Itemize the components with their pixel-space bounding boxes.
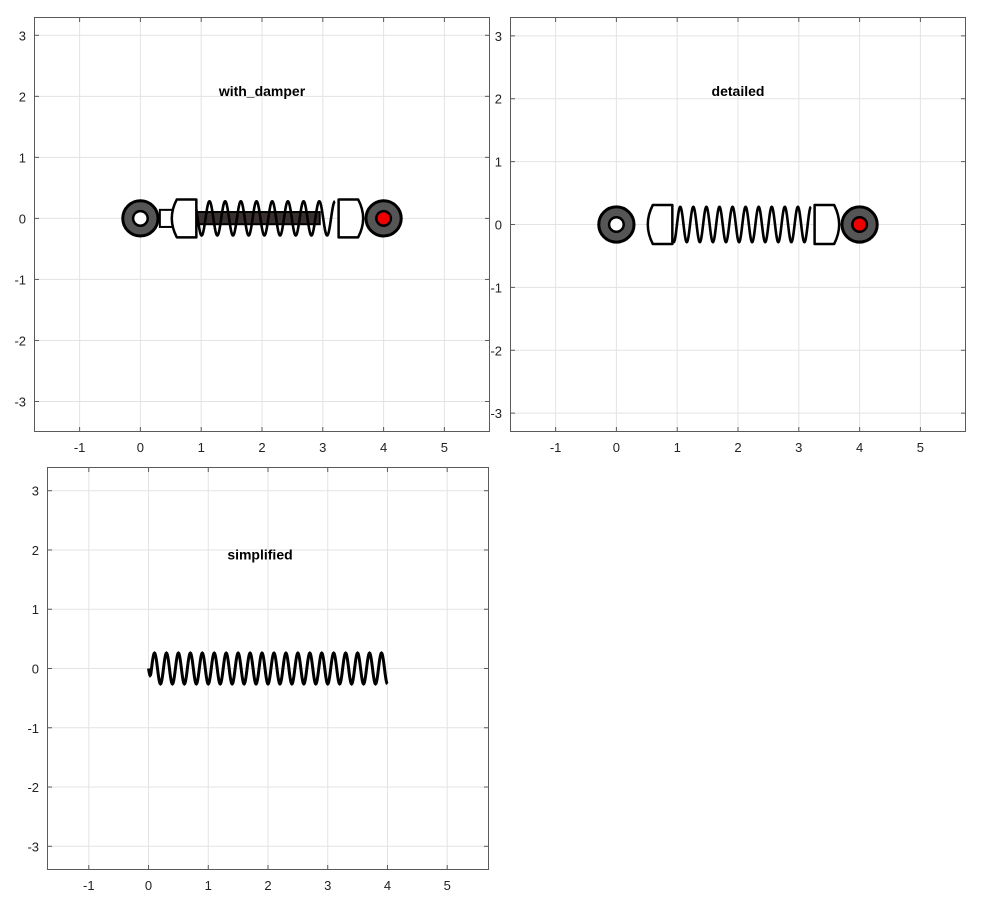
y-tick-label: 3: [32, 484, 39, 499]
x-tick-label: 4: [384, 878, 391, 893]
y-tick-label: 1: [19, 150, 26, 165]
x-tick-label: 1: [674, 440, 681, 455]
x-tick-label: -1: [550, 440, 562, 455]
y-tick-label: -2: [14, 333, 26, 348]
x-tick-label: 3: [324, 878, 331, 893]
panel-title: detailed: [712, 83, 765, 99]
x-tick-label: 0: [145, 878, 152, 893]
y-tick-label: 2: [32, 543, 39, 558]
y-tick-label: -3: [27, 839, 39, 854]
x-tick-label: -1: [74, 440, 86, 455]
start-anchor-dot: [131, 209, 149, 227]
x-tick-label: 5: [441, 440, 448, 455]
y-tick-label: 3: [19, 28, 26, 43]
y-tick-label: -1: [27, 721, 39, 736]
end-end-cap: [337, 198, 365, 239]
end-anchor-dot: [851, 215, 869, 234]
x-tick-label: 2: [264, 878, 271, 893]
y-tick-label: -2: [27, 780, 39, 795]
x-tick-label: 1: [198, 440, 205, 455]
spring-coil: [147, 651, 389, 686]
x-tick-label: 0: [613, 440, 620, 455]
y-tick-label: 1: [32, 602, 39, 617]
panel-with-damper: -1 0 1 2 3 4 5 -3 -2 -1 0 1 2 3 with_damper: [14, 17, 490, 455]
y-tick-label: 1: [495, 155, 502, 170]
x-tick-label: 4: [856, 440, 863, 455]
spring-coil: [653, 205, 812, 244]
y-tick-label: 2: [495, 92, 502, 107]
y-tick-label: 0: [32, 662, 39, 677]
x-tick-label: 0: [137, 440, 144, 455]
y-tick-label: -3: [14, 394, 26, 409]
y-tick-label: 0: [495, 218, 502, 233]
x-tick-label: 1: [205, 878, 212, 893]
x-tick-label: -1: [83, 878, 95, 893]
x-tick-label: 3: [795, 440, 802, 455]
x-tick-label: 5: [444, 878, 451, 893]
panel-title: simplified: [227, 547, 292, 563]
y-tick-label: -2: [490, 343, 502, 358]
x-tick-label: 3: [319, 440, 326, 455]
panel-simplified: -1 0 1 2 3 4 5 -3 -2 -1 0 1 2 3 simplified: [27, 467, 489, 893]
panel-title: with_damper: [218, 83, 306, 99]
y-tick-label: 3: [495, 29, 502, 44]
end-end-cap: [813, 203, 841, 246]
start-end-cap: [646, 203, 674, 246]
y-tick-label: 0: [19, 211, 26, 226]
end-anchor-dot: [375, 209, 393, 227]
panel-detailed: -1 0 1 2 3 4 5 -3 -2 -1 0 1 2 3 detailed: [490, 17, 966, 455]
start-end-cap: [170, 198, 198, 239]
y-tick-label: 2: [19, 89, 26, 104]
start-anchor-dot: [607, 215, 625, 234]
x-tick-label: 2: [258, 440, 265, 455]
x-tick-label: 4: [380, 440, 387, 455]
y-tick-label: -3: [490, 406, 502, 421]
x-tick-label: 2: [734, 440, 741, 455]
spring-coil: [177, 199, 336, 237]
x-tick-label: 5: [917, 440, 924, 455]
y-tick-label: -1: [14, 272, 26, 287]
y-tick-label: -1: [490, 280, 502, 295]
